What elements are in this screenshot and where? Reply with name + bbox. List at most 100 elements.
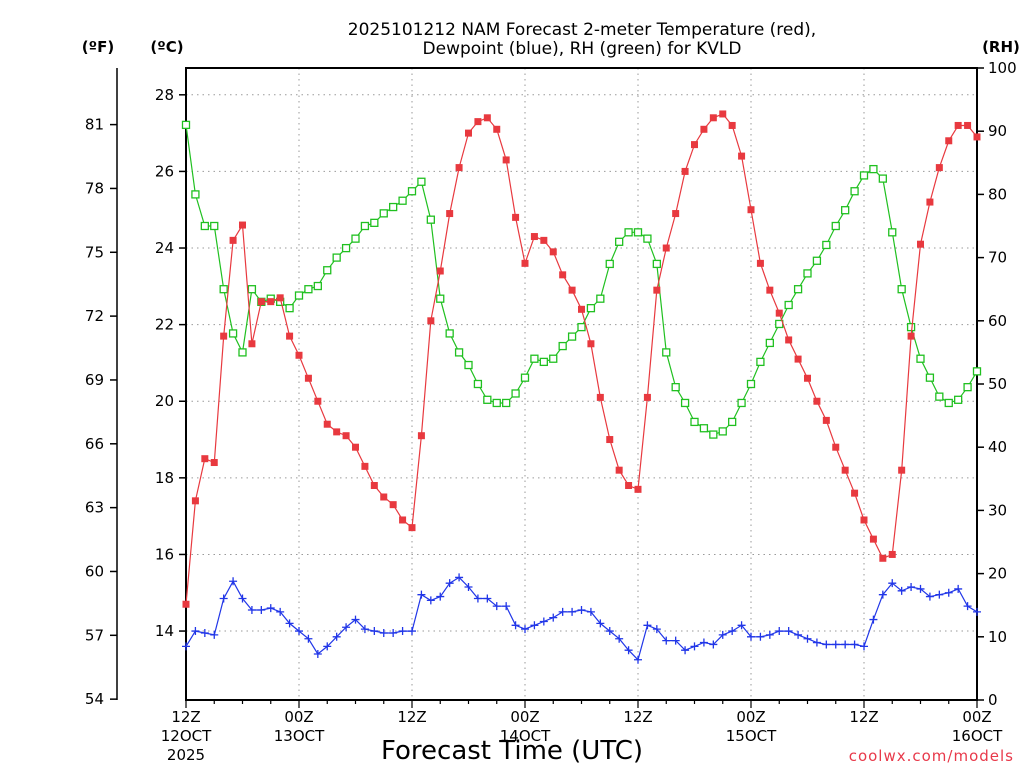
- rh-point: [436, 294, 445, 303]
- dewpoint-point: [182, 642, 190, 651]
- chart-title-line1: 2025101212 NAM Forecast 2-meter Temperat…: [348, 20, 816, 40]
- rh-point: [426, 215, 435, 224]
- rh-point: [181, 120, 191, 130]
- temperature-point: [935, 164, 943, 172]
- rh-point: [784, 300, 793, 310]
- dewpoint-point: [398, 627, 407, 636]
- x-axis-label: Forecast Time (UTC): [381, 736, 643, 766]
- rh-point: [671, 383, 680, 392]
- celsius-unit-label: (ºC): [150, 38, 183, 56]
- rh-point: [662, 348, 671, 357]
- dewpoint-line: [185, 576, 978, 661]
- dewpoint-point: [756, 632, 765, 641]
- dewpoint-point: [342, 623, 351, 632]
- rh-point: [473, 379, 483, 389]
- rh-point: [219, 285, 228, 294]
- fahrenheit-tick-label: 63: [85, 499, 104, 517]
- rh-point: [313, 281, 322, 291]
- temperature-point: [672, 210, 680, 218]
- celsius-tick-label: 18: [155, 469, 174, 487]
- rh-point: [954, 395, 963, 404]
- celsius-tick-label: 16: [155, 545, 174, 563]
- temperature-point: [465, 129, 472, 137]
- temperature-point: [389, 501, 397, 509]
- dewpoint-point: [229, 577, 238, 586]
- temperature-point: [832, 443, 840, 451]
- dewpoint-point: [747, 632, 755, 641]
- rh-tick-label: 60: [988, 312, 1007, 330]
- rh-point: [530, 354, 539, 363]
- date-tick-label: 13OCT: [274, 727, 325, 745]
- temperature-point: [888, 550, 896, 558]
- rh-tick-label: 40: [988, 438, 1007, 456]
- rh-point: [812, 256, 822, 265]
- dewpoint-point: [878, 590, 887, 599]
- dewpoint-point: [210, 630, 219, 639]
- dewpoint-point: [191, 627, 200, 636]
- temperature-point: [446, 210, 454, 218]
- temperature-point: [719, 110, 727, 118]
- rh-series: [181, 120, 982, 439]
- temperature-point: [427, 317, 435, 325]
- fahrenheit-tick-label: 57: [85, 626, 104, 644]
- temperature-point: [380, 493, 388, 501]
- rh-point: [294, 291, 304, 300]
- dewpoint-point: [295, 627, 303, 636]
- dewpoint-point: [455, 573, 464, 582]
- temperature-point: [267, 298, 275, 306]
- temperature-point: [455, 164, 463, 172]
- dewpoint-point: [473, 594, 482, 603]
- temperature-point: [493, 125, 501, 133]
- rh-point: [596, 294, 605, 303]
- dewpoint-point: [869, 615, 878, 624]
- dewpoint-point: [238, 594, 247, 603]
- chart-title-line2: Dewpoint (blue), RH (green) for KVLD: [423, 39, 742, 59]
- rh-point: [389, 202, 398, 212]
- temperature-point: [578, 305, 585, 313]
- rh-point: [511, 389, 520, 398]
- dewpoint-series: [182, 573, 981, 664]
- temperature-point: [898, 466, 906, 474]
- dewpoint-point: [586, 607, 595, 616]
- temperature-point: [728, 121, 736, 129]
- temperature-point: [822, 416, 830, 424]
- rh-point: [643, 234, 652, 243]
- temperature-point: [879, 554, 887, 562]
- celsius-tick-label: 22: [155, 316, 174, 334]
- rh-point: [624, 228, 633, 237]
- celsius-tick-label: 14: [155, 622, 174, 640]
- temperature-point: [606, 436, 614, 444]
- dewpoint-point: [822, 640, 831, 649]
- temperature-point: [229, 236, 237, 244]
- rh-point: [502, 398, 511, 408]
- rh-point: [351, 234, 360, 243]
- dewpoint-point: [907, 583, 916, 592]
- dewpoint-point: [954, 584, 963, 593]
- dewpoint-point: [973, 607, 981, 616]
- dewpoint-point: [775, 627, 784, 636]
- dewpoint-point: [812, 638, 821, 647]
- rh-point: [520, 373, 530, 382]
- dewpoint-point: [699, 638, 708, 647]
- rh-point: [718, 427, 727, 436]
- temperature-point: [191, 497, 199, 505]
- rh-point: [709, 430, 718, 439]
- rh-point: [841, 206, 850, 215]
- rh-point: [586, 304, 596, 313]
- dewpoint-point: [370, 627, 379, 636]
- dewpoint-point: [935, 590, 944, 599]
- temperature-point: [521, 259, 529, 267]
- dewpoint-point: [304, 634, 313, 643]
- fahrenheit-tick-label: 69: [85, 371, 104, 389]
- date-tick-label: 16OCT: [952, 727, 1003, 745]
- rh-point: [756, 357, 765, 367]
- temperature-point: [483, 114, 491, 122]
- fahrenheit-tick-label: 66: [85, 435, 104, 453]
- time-tick-label: 00Z: [284, 708, 313, 726]
- rh-point: [332, 253, 341, 262]
- temperature-point: [408, 524, 416, 532]
- rh-point: [577, 322, 586, 332]
- temperature-point: [643, 393, 651, 401]
- rh-point: [652, 259, 661, 269]
